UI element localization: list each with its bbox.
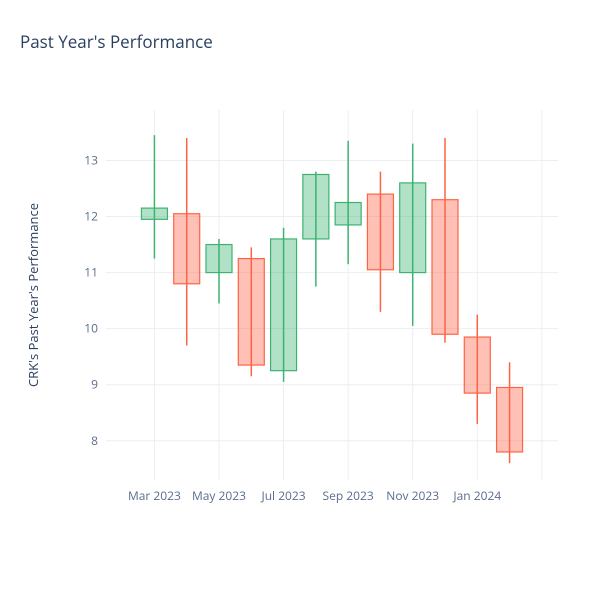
x-tick-label: May 2023 bbox=[192, 487, 246, 504]
candle-body bbox=[206, 245, 232, 273]
y-tick-label: 12 bbox=[84, 208, 98, 225]
y-axis-title: CRK's Past Year's Performance bbox=[24, 203, 42, 387]
candle-body bbox=[238, 259, 264, 366]
candle-body bbox=[464, 337, 490, 393]
y-tick-label: 8 bbox=[91, 432, 98, 449]
y-tick-label: 9 bbox=[91, 376, 98, 393]
x-tick-label: Jan 2024 bbox=[452, 487, 501, 504]
chart-container: Past Year's Performance 8 9 10 11 12 13 Mar 20… bbox=[0, 0, 600, 600]
candle-body bbox=[271, 239, 297, 371]
x-tick-label: Nov 2023 bbox=[386, 487, 439, 504]
candle-body bbox=[400, 183, 426, 273]
y-tick-label: 11 bbox=[84, 264, 98, 281]
x-tick-label: Mar 2023 bbox=[128, 487, 181, 504]
grid bbox=[106, 110, 558, 480]
candle-body bbox=[432, 200, 458, 335]
y-tick-label: 13 bbox=[84, 151, 98, 168]
x-tick-label: Jul 2023 bbox=[260, 487, 305, 504]
chart-title: Past Year's Performance bbox=[20, 30, 213, 53]
candle-body bbox=[367, 194, 393, 270]
candle-body bbox=[303, 174, 329, 238]
x-tick-label: Sep 2023 bbox=[323, 487, 374, 504]
candle-body bbox=[141, 208, 167, 219]
candle-body bbox=[174, 214, 200, 284]
candle-body bbox=[335, 203, 361, 225]
y-tick-label: 10 bbox=[84, 320, 98, 337]
candlestick-plot: 8 9 10 11 12 13 Mar 2023 May 2023 Jul 2023 Sep 20… bbox=[78, 110, 578, 510]
candle-body bbox=[497, 388, 523, 452]
